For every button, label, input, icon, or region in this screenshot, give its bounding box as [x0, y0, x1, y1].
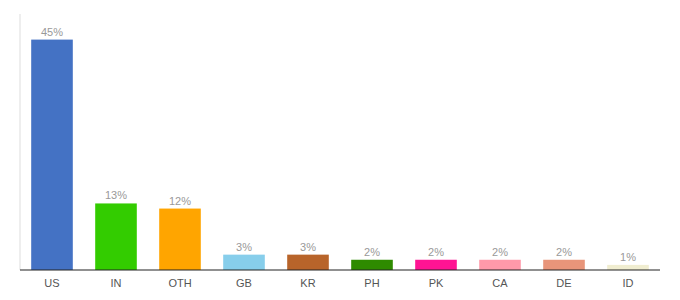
- bar: [415, 260, 457, 270]
- x-tick-label: KR: [300, 277, 315, 289]
- data-label: 45%: [41, 26, 63, 38]
- bars: [31, 40, 649, 270]
- x-tick-label: CA: [492, 277, 508, 289]
- chart-container: 45% 13% 12% 3% 3% 2% 2% 2% 2% 1% US IN OTH GB KR PH PK CA…: [0, 0, 680, 300]
- x-tick-labels: US IN OTH GB KR PH PK CA DE ID: [44, 277, 633, 289]
- y-axis-line: [20, 14, 21, 270]
- x-tick-label: ID: [623, 277, 634, 289]
- bar: [95, 203, 137, 270]
- data-labels: 45% 13% 12% 3% 3% 2% 2% 2% 2% 1%: [41, 26, 636, 263]
- x-tick-label: PK: [429, 277, 444, 289]
- x-tick-label: IN: [111, 277, 122, 289]
- x-tick-label: DE: [556, 277, 571, 289]
- data-label: 2%: [428, 246, 444, 258]
- bar: [479, 260, 521, 270]
- x-tick-label: PH: [364, 277, 379, 289]
- data-label: 13%: [105, 189, 127, 201]
- bar: [159, 209, 201, 270]
- x-tick-label: GB: [236, 277, 252, 289]
- x-tick-label: OTH: [168, 277, 191, 289]
- data-label: 12%: [169, 195, 191, 207]
- bar: [543, 260, 585, 270]
- data-label: 3%: [236, 241, 252, 253]
- bar: [287, 255, 329, 270]
- data-label: 2%: [364, 246, 380, 258]
- chart: 45% 13% 12% 3% 3% 2% 2% 2% 2% 1% US IN OTH GB KR PH PK CA…: [0, 0, 680, 300]
- x-tick-label: US: [44, 277, 59, 289]
- data-label: 3%: [300, 241, 316, 253]
- bar: [607, 265, 649, 270]
- x-axis-line: [20, 269, 660, 270]
- bar: [351, 260, 393, 270]
- bar: [223, 255, 265, 270]
- bar: [31, 40, 73, 270]
- data-label: 2%: [492, 246, 508, 258]
- data-label: 2%: [556, 246, 572, 258]
- data-label: 1%: [620, 251, 636, 263]
